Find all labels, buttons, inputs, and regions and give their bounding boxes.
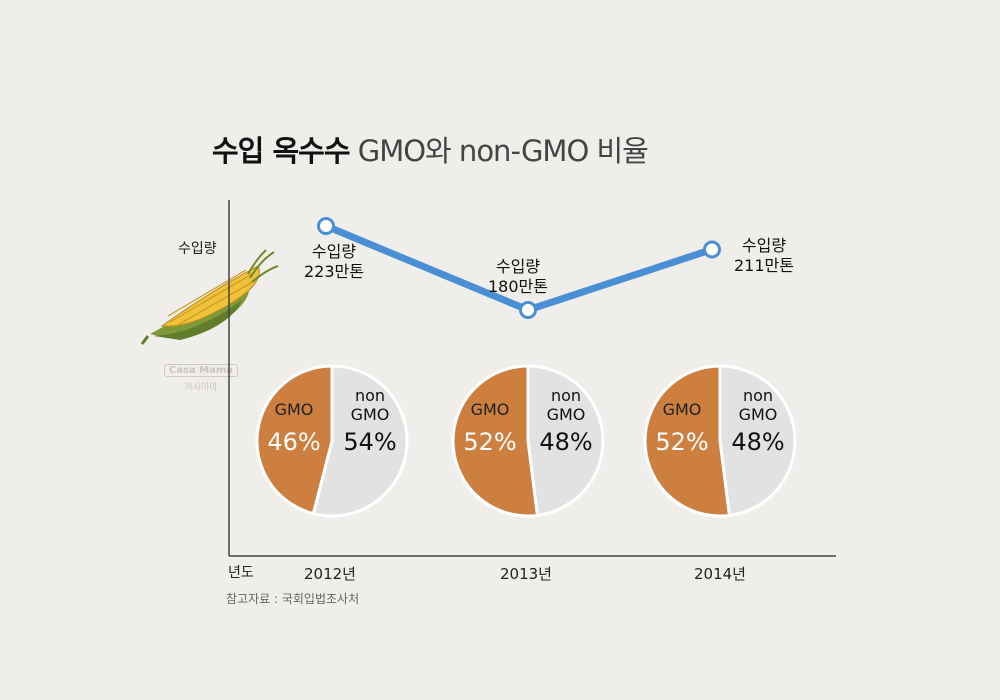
- year-label-2013: 2013년: [500, 565, 552, 583]
- title-strong: 수입 옥수수: [212, 134, 350, 168]
- watermark-sub: 까사마마: [184, 383, 218, 393]
- pie-0-value-0: 46%: [267, 428, 320, 456]
- pie-1-name-0-0: GMO: [471, 400, 510, 419]
- line-point-1: [519, 301, 537, 319]
- pie-charts: GMO46%nonGMO54%GMO52%nonGMO48%GMO52%nonG…: [255, 364, 797, 518]
- pie-2-name-1-0: non: [743, 386, 773, 405]
- watermark-brand: Casa Mama: [163, 364, 239, 377]
- pie-2-slice-non-gmo: [718, 364, 797, 518]
- line-label-1-0: 수입량: [496, 257, 540, 276]
- pie-1-name-1-1: GMO: [547, 405, 586, 424]
- line-label-0-0: 수입량: [312, 242, 356, 261]
- pie-2-slice-gmo: [643, 364, 732, 518]
- corn-icon: [140, 249, 279, 345]
- pie-0-name-1-1: GMO: [351, 405, 390, 424]
- pie-0-name-1-0: non: [355, 386, 385, 405]
- pie-0-value-1: 54%: [343, 428, 396, 456]
- title-light: GMO와 non-GMO 비율: [357, 134, 649, 168]
- pie-1-name-1-0: non: [551, 386, 581, 405]
- line-point-0: [317, 217, 335, 235]
- pie-1-value-0: 52%: [463, 428, 516, 456]
- source-note: 참고자료 : 국회입법조사처: [226, 592, 360, 606]
- line-label-2-0: 수입량: [742, 236, 786, 255]
- line-label-1-1: 180만톤: [488, 277, 548, 296]
- pie-2-name-0-0: GMO: [663, 400, 702, 419]
- line-label-2-1: 211만톤: [734, 256, 794, 275]
- line-label-0-1: 223만톤: [304, 262, 364, 281]
- year-label-2014: 2014년: [694, 565, 746, 583]
- pie-1-slice-gmo: [451, 364, 540, 518]
- pie-1-slice-non-gmo: [526, 364, 605, 518]
- year-label-2012: 2012년: [304, 565, 356, 583]
- chart-title: 수입 옥수수 GMO와 non-GMO 비율: [212, 128, 649, 170]
- pie-2-value-0: 52%: [655, 428, 708, 456]
- watermark: Casa Mama 까사마마: [162, 358, 240, 393]
- pie-0-name-0-0: GMO: [275, 400, 314, 419]
- y-axis-label: 수입량: [178, 241, 217, 257]
- x-axis-label: 년도: [228, 565, 254, 581]
- pie-2-value-1: 48%: [731, 428, 784, 456]
- pie-1-value-1: 48%: [539, 428, 592, 456]
- pie-2-name-1-1: GMO: [739, 405, 778, 424]
- chart-axes: [228, 200, 836, 557]
- line-point-2: [703, 240, 721, 259]
- pie-0-slice-non-gmo: [311, 364, 409, 518]
- pie-0-slice-gmo: [255, 364, 334, 516]
